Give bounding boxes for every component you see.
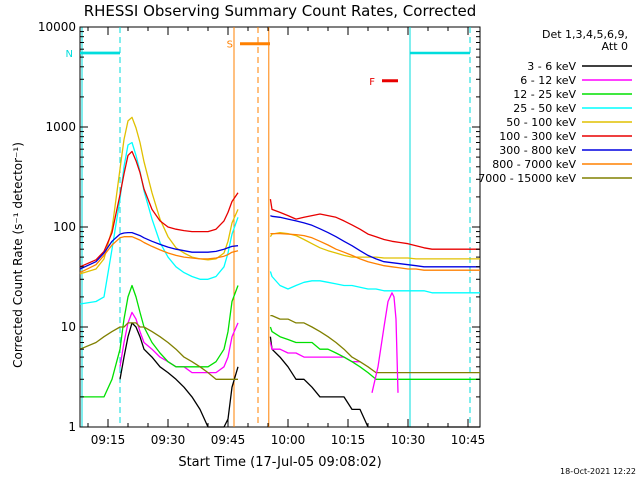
series-line-2 [80, 284, 480, 398]
series-line-1 [119, 311, 360, 374]
legend-label-6: 300 - 800 keV [499, 144, 576, 157]
y-tick-label-4: 10000 [38, 20, 76, 34]
x-tick-label-5: 10:30 [391, 433, 426, 447]
series-line-4 [79, 116, 480, 275]
legend-label-4: 50 - 100 keV [506, 116, 576, 129]
x-tick-label-0: 09:15 [91, 433, 126, 447]
region-label-N: N [66, 49, 73, 60]
legend-label-2: 12 - 25 keV [513, 88, 576, 101]
y-tick-label-1: 10 [61, 320, 76, 334]
x-tick-label-3: 10:00 [271, 433, 306, 447]
plot-frame [79, 26, 481, 428]
series-line-7 [79, 232, 480, 274]
x-axis-label: Start Time (17-Jul-05 09:08:02) [178, 455, 381, 470]
chart-title: RHESSI Observing Summary Count Rates, Co… [84, 2, 477, 20]
legend-label-1: 6 - 12 keV [520, 74, 576, 87]
legend-label-7: 800 - 7000 keV [492, 158, 576, 171]
region-label-F: F [369, 77, 375, 88]
series-line-extra [371, 292, 399, 393]
legend-header-0: Det 1,3,4,5,6,9, [542, 28, 628, 41]
series-line-8 [79, 314, 480, 380]
legend-label-5: 100 - 300 keV [499, 130, 576, 143]
footer-timestamp: 18-Oct-2021 12:22 [560, 467, 636, 476]
series-line-3 [79, 141, 480, 305]
series-line-6 [79, 215, 480, 270]
x-tick-label-1: 09:30 [151, 433, 186, 447]
y-tick-label-3: 1000 [45, 120, 76, 134]
y-tick-label-2: 100 [53, 220, 76, 234]
x-tick-label-6: 10:45 [451, 433, 486, 447]
y-axis-label: Corrected Count Rate (s⁻¹ detector⁻¹) [11, 142, 25, 368]
legend-label-0: 3 - 6 keV [527, 60, 576, 73]
series-line-0 [119, 322, 480, 428]
series-line-5 [79, 150, 480, 268]
legend-label-3: 25 - 50 keV [513, 102, 576, 115]
legend-header-1: Att 0 [602, 40, 628, 53]
legend-label-8: 7000 - 15000 keV [478, 172, 576, 185]
y-tick-label-0: 1 [68, 420, 76, 434]
x-tick-label-4: 10:15 [331, 433, 366, 447]
x-tick-label-2: 09:45 [211, 433, 246, 447]
region-label-S: S [227, 40, 233, 51]
plot-area: N S F 1 10 100 1000 10000 09:15 09:30 09:45 10:00 10… [38, 20, 485, 447]
